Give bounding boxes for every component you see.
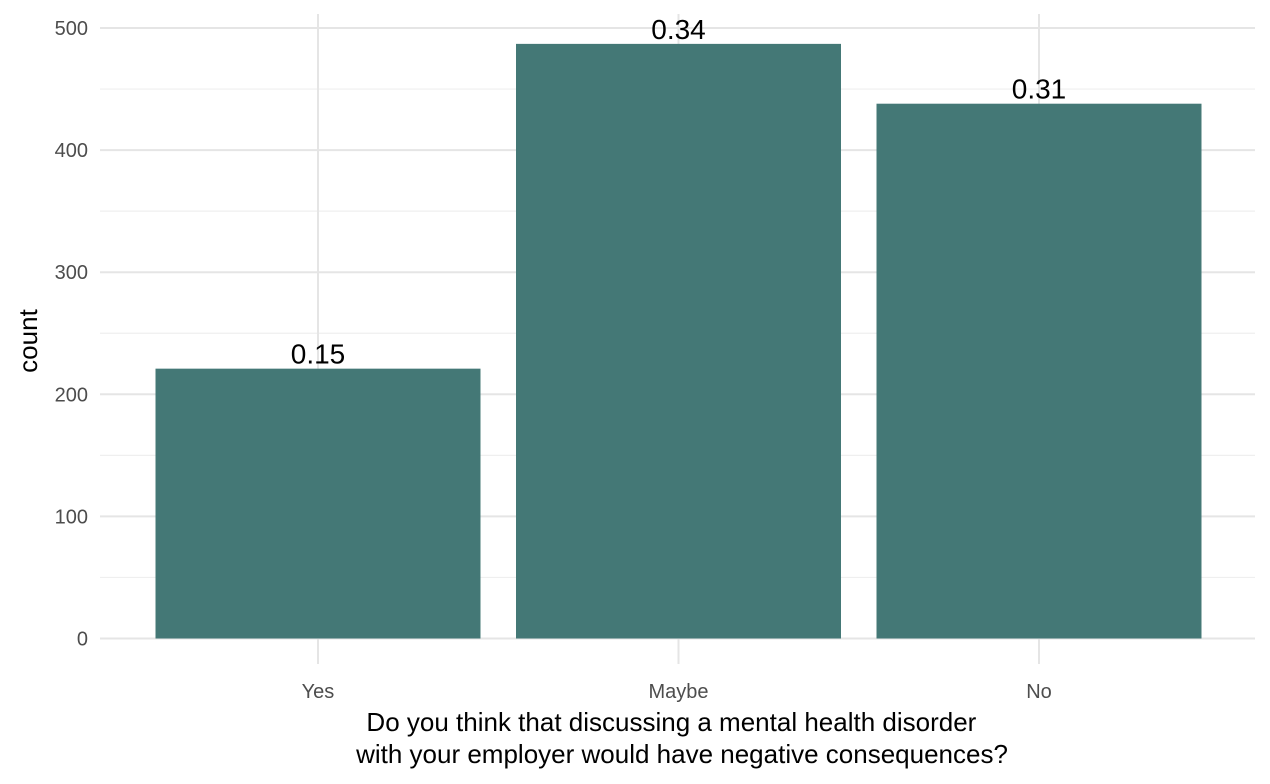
bars — [155, 43, 1202, 639]
bar — [155, 368, 481, 639]
y-tick-label: 200 — [55, 384, 88, 406]
data-labels: 0.15 0.34 0.31 — [291, 14, 1067, 370]
bar — [876, 103, 1202, 639]
x-tick-label: No — [1026, 681, 1052, 703]
bar — [516, 43, 841, 639]
y-tick-label: 100 — [55, 506, 88, 528]
y-tick-label: 400 — [55, 140, 88, 162]
x-axis-title-line-1: Do you think that discussing a mental he… — [366, 707, 976, 737]
x-axis-title: Do you think that discussing a mental he… — [355, 707, 1008, 769]
x-tick-labels: Yes Maybe No — [302, 681, 1052, 703]
x-tick-label: Yes — [302, 681, 335, 703]
bar-data-label: 0.15 — [291, 339, 346, 370]
x-axis-title-line-2: with your employer would have negative c… — [355, 739, 1008, 769]
x-tick-label: Maybe — [648, 681, 708, 703]
y-tick-label: 0 — [77, 629, 88, 651]
bar-data-label: 0.34 — [651, 14, 706, 45]
y-tick-labels: 0 100 200 300 400 500 — [55, 18, 88, 651]
y-tick-label: 300 — [55, 262, 88, 284]
y-axis-title: count — [13, 308, 43, 372]
bar-data-label: 0.31 — [1012, 74, 1067, 105]
y-tick-label: 500 — [55, 18, 88, 40]
